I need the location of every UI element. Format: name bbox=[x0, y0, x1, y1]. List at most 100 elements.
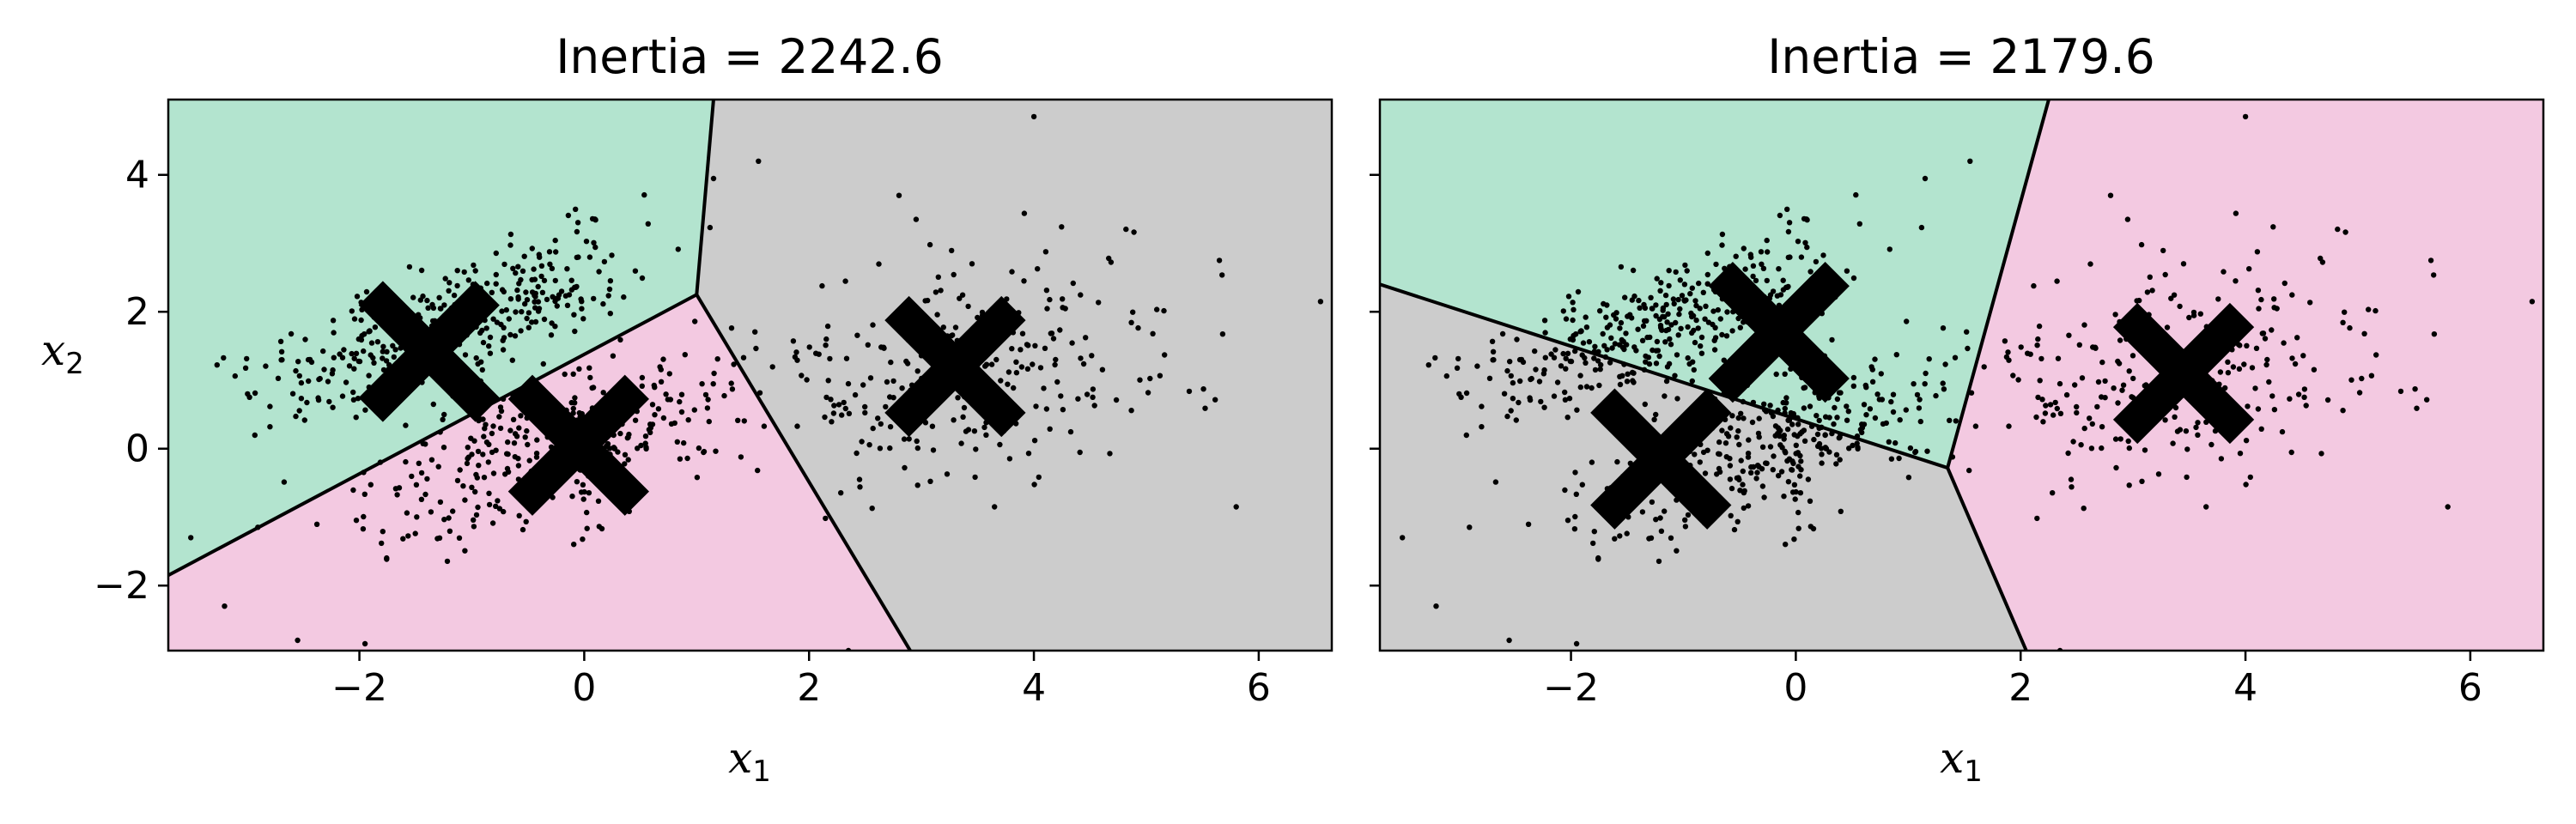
data-point bbox=[896, 192, 902, 198]
data-point bbox=[526, 310, 532, 316]
data-point bbox=[1740, 482, 1746, 488]
data-point bbox=[1775, 425, 1781, 431]
data-point bbox=[380, 355, 386, 361]
data-point bbox=[552, 237, 558, 244]
data-point bbox=[1113, 397, 1120, 403]
data-point bbox=[1644, 334, 1650, 341]
data-point bbox=[507, 427, 513, 433]
data-point bbox=[1060, 296, 1066, 302]
data-point bbox=[1490, 348, 1497, 354]
data-point bbox=[361, 640, 368, 647]
data-point bbox=[1077, 449, 1083, 456]
data-point bbox=[1831, 421, 1837, 427]
data-point bbox=[639, 374, 646, 381]
data-point bbox=[865, 342, 871, 348]
data-point bbox=[558, 288, 565, 294]
data-point bbox=[441, 302, 447, 308]
data-point bbox=[1890, 391, 1897, 397]
data-point bbox=[2424, 397, 2430, 403]
data-point bbox=[1631, 344, 1637, 350]
x-tick-label: −2 bbox=[1543, 666, 1599, 710]
data-point bbox=[2134, 298, 2140, 304]
centroid-stroke bbox=[507, 374, 649, 516]
data-point bbox=[1031, 438, 1038, 444]
data-point bbox=[471, 262, 477, 269]
data-point bbox=[416, 460, 422, 466]
data-point bbox=[1658, 528, 1665, 534]
data-point bbox=[2126, 368, 2132, 374]
data-point bbox=[574, 479, 580, 485]
data-point bbox=[1090, 386, 1097, 392]
data-point bbox=[578, 489, 585, 495]
data-point bbox=[586, 365, 592, 371]
data-point bbox=[1583, 384, 1590, 390]
data-point bbox=[539, 289, 546, 295]
data-point bbox=[2340, 408, 2346, 414]
data-point bbox=[887, 445, 893, 451]
data-point bbox=[1577, 373, 1583, 379]
data-point bbox=[507, 296, 514, 302]
data-point bbox=[1050, 336, 1057, 342]
data-point bbox=[606, 286, 613, 293]
data-point bbox=[2171, 292, 2178, 298]
data-point bbox=[295, 359, 301, 365]
data-point bbox=[721, 392, 727, 399]
data-point bbox=[331, 354, 337, 360]
data-point bbox=[1691, 367, 1698, 373]
data-point bbox=[497, 425, 504, 432]
data-point bbox=[1566, 396, 1573, 402]
data-point bbox=[692, 318, 698, 324]
data-point bbox=[1575, 288, 1582, 295]
data-point bbox=[1767, 403, 1773, 409]
data-point bbox=[957, 295, 963, 301]
data-point bbox=[2076, 342, 2082, 348]
data-point bbox=[761, 423, 768, 429]
data-point bbox=[2130, 375, 2136, 382]
data-point bbox=[899, 385, 905, 391]
data-point bbox=[571, 542, 577, 548]
data-point bbox=[649, 421, 656, 427]
data-point bbox=[1874, 391, 1880, 397]
data-point bbox=[1592, 343, 1598, 349]
data-point bbox=[475, 448, 482, 455]
data-point bbox=[1854, 440, 1860, 446]
data-point bbox=[1733, 253, 1739, 259]
data-point bbox=[1425, 362, 1432, 368]
data-point bbox=[1607, 360, 1613, 366]
data-point bbox=[1583, 360, 1589, 366]
data-point bbox=[2088, 445, 2095, 451]
data-point bbox=[2197, 311, 2203, 317]
data-point bbox=[2160, 247, 2166, 254]
data-point bbox=[1525, 521, 1532, 527]
data-point bbox=[1150, 330, 1156, 336]
data-point bbox=[1845, 409, 1851, 415]
data-point bbox=[2260, 330, 2267, 336]
data-point bbox=[1492, 479, 1499, 485]
data-point bbox=[1826, 449, 1832, 455]
data-point bbox=[465, 445, 471, 451]
data-point bbox=[1135, 324, 1141, 331]
data-point bbox=[499, 308, 505, 314]
data-point bbox=[2233, 278, 2239, 284]
data-point bbox=[1624, 379, 1631, 385]
data-point bbox=[1869, 379, 1876, 385]
data-point bbox=[546, 249, 553, 255]
data-point bbox=[951, 271, 957, 278]
data-point bbox=[2065, 450, 2071, 457]
data-point bbox=[471, 517, 477, 523]
data-point bbox=[1674, 352, 1680, 358]
data-point bbox=[1685, 324, 1691, 330]
data-point bbox=[2186, 314, 2192, 321]
data-point bbox=[1916, 405, 1923, 411]
data-point bbox=[741, 418, 747, 424]
data-point bbox=[1518, 356, 1525, 363]
x-axis-label: x1 bbox=[1940, 733, 1983, 789]
data-point bbox=[617, 430, 623, 437]
data-point bbox=[1677, 277, 1684, 283]
data-point bbox=[755, 467, 761, 474]
data-point bbox=[278, 357, 284, 363]
data-point bbox=[302, 336, 308, 342]
data-point bbox=[1645, 354, 1652, 360]
data-point bbox=[1657, 288, 1663, 294]
data-point bbox=[1819, 460, 1825, 466]
